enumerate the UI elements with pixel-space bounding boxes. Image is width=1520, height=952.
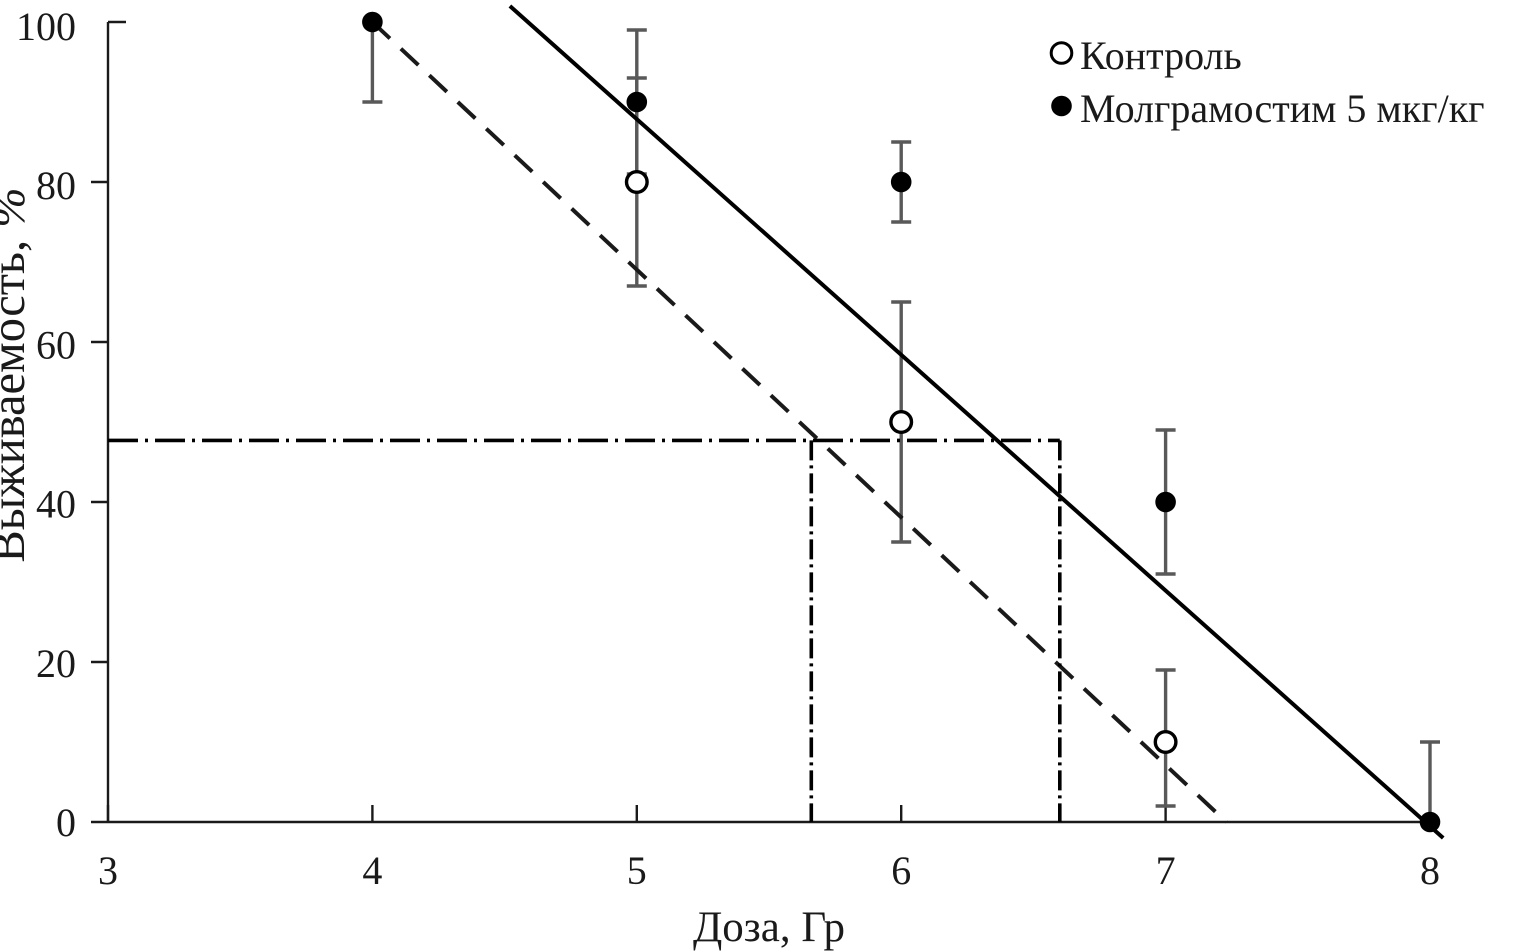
svg-text:7: 7 [1156, 848, 1176, 893]
svg-text:8: 8 [1420, 848, 1440, 893]
svg-text:20: 20 [36, 641, 76, 686]
svg-text:Молграмостим 5 мкг/кг: Молграмостим 5 мкг/кг [1080, 86, 1485, 131]
svg-text:5: 5 [627, 848, 647, 893]
svg-text:Контроль: Контроль [1080, 33, 1242, 78]
svg-text:4: 4 [362, 848, 382, 893]
svg-text:100: 100 [16, 4, 76, 49]
svg-text:3: 3 [98, 848, 118, 893]
svg-text:80: 80 [36, 163, 76, 208]
svg-text:60: 60 [36, 322, 76, 367]
svg-text:40: 40 [36, 482, 76, 527]
svg-text:Доза, Гр: Доза, Гр [693, 904, 845, 951]
svg-text:0: 0 [56, 800, 76, 845]
svg-text:6: 6 [891, 848, 911, 893]
svg-text:Выживаемость, %: Выживаемость, % [0, 187, 35, 562]
